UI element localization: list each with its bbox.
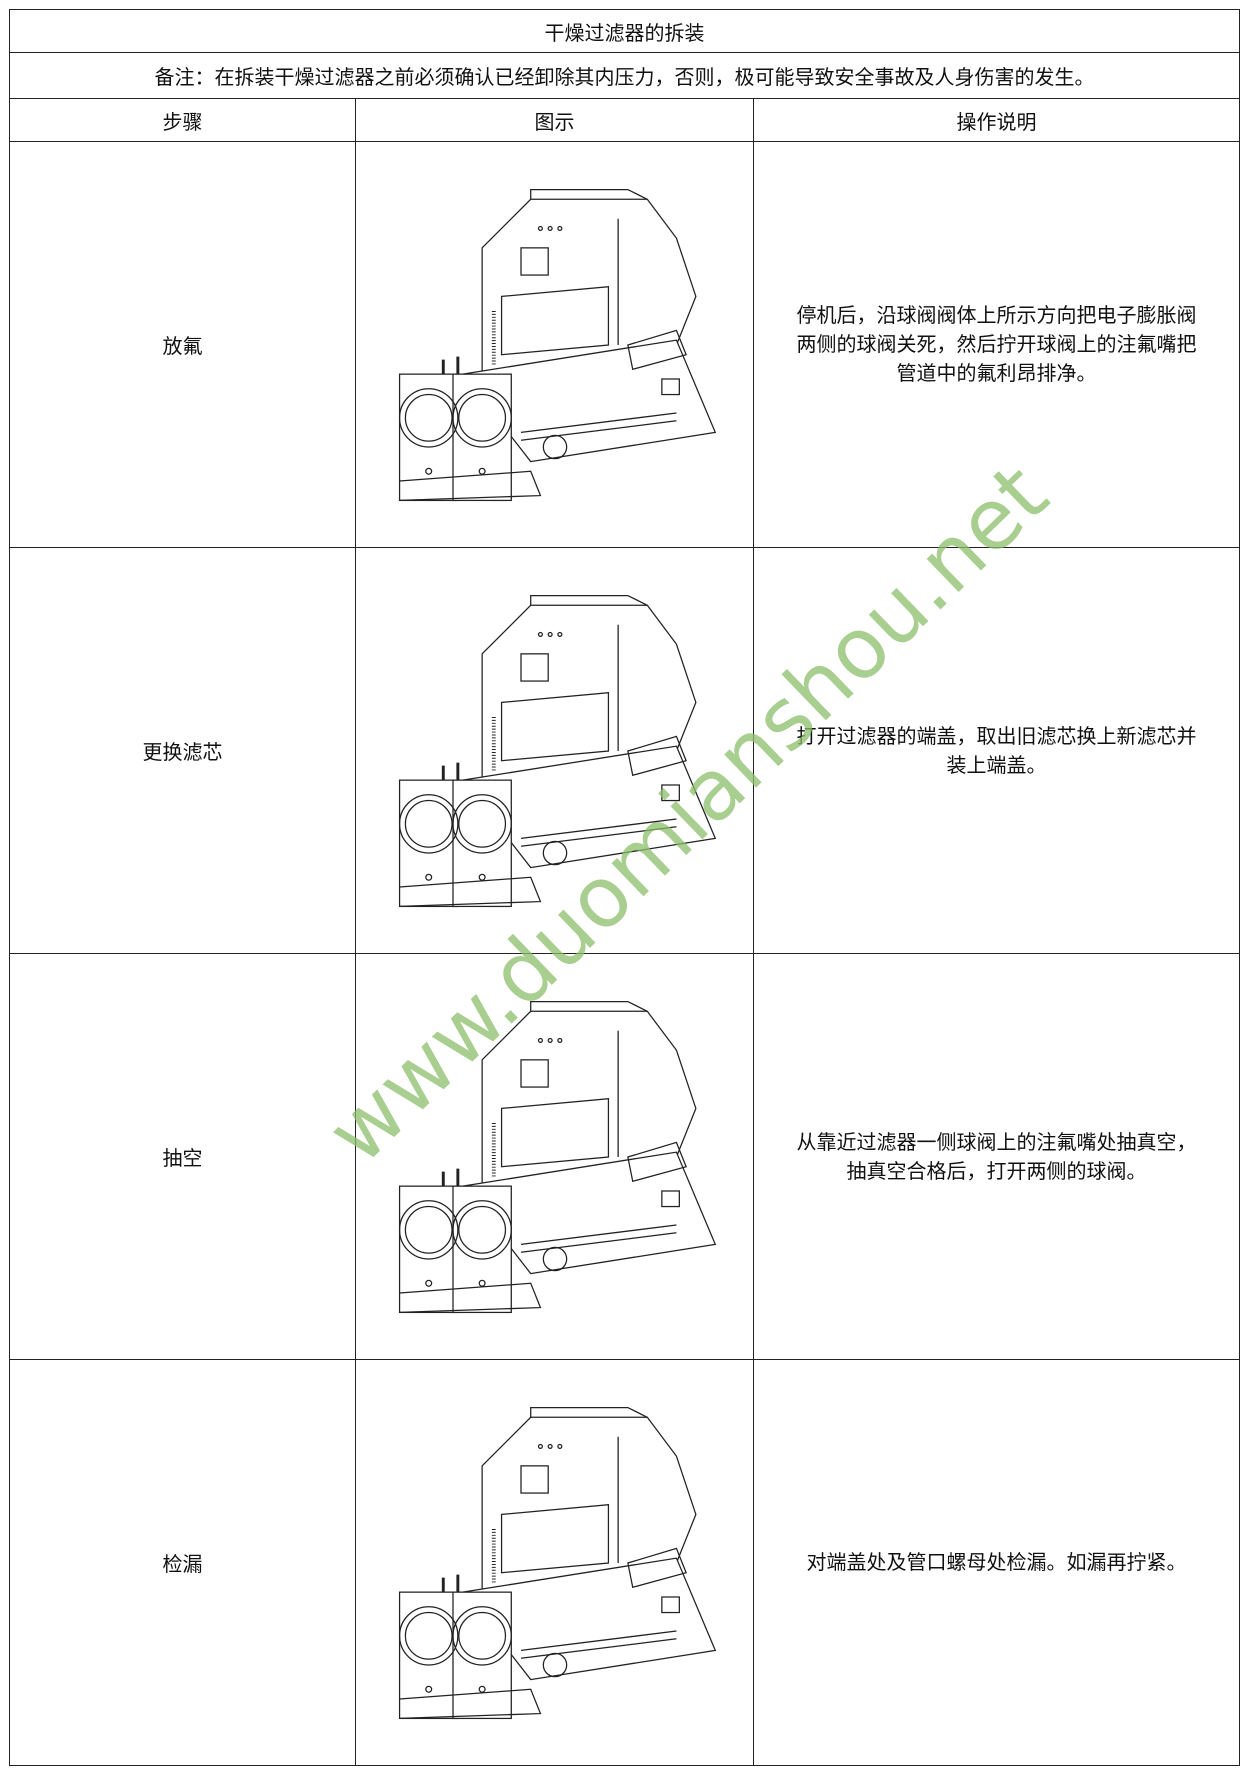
figure-cell xyxy=(355,953,754,1360)
step-cell: 更换滤芯 xyxy=(9,547,356,954)
description-cell: 对端盖处及管口螺母处检漏。如漏再拧紧。 xyxy=(752,1359,1241,1766)
header-cell: 步骤 xyxy=(9,98,356,142)
description: 停机后，沿球阀阀体上所示方向把电子膨胀阀两侧的球阀关死，然后拧开球阀上的注氟嘴把… xyxy=(796,303,1197,385)
step-cell: 放氟 xyxy=(9,141,356,548)
description: 从靠近过滤器一侧球阀上的注氟嘴处抽真空，抽真空合格后，打开两侧的球阀。 xyxy=(796,1129,1197,1183)
figure-cell xyxy=(355,141,754,548)
header-cell: 操作说明 xyxy=(752,98,1241,142)
note: 备注：在拆装干燥过滤器之前必须确认已经卸除其内压力，否则，极可能导致安全事故及人… xyxy=(8,52,1241,99)
machine-drawing xyxy=(397,999,717,1314)
machine-drawing xyxy=(397,593,717,908)
figure-cell xyxy=(355,547,754,954)
description-cell: 从靠近过滤器一侧球阀上的注氟嘴处抽真空，抽真空合格后，打开两侧的球阀。 xyxy=(752,953,1241,1360)
description-cell: 打开过滤器的端盖，取出旧滤芯换上新滤芯并装上端盖。 xyxy=(752,547,1241,954)
procedure-table: 干燥过滤器的拆装 备注：在拆装干燥过滤器之前必须确认已经卸除其内压力，否则，极可… xyxy=(8,9,1241,1766)
table-title: 干燥过滤器的拆装 xyxy=(8,9,1241,53)
step-cell: 检漏 xyxy=(9,1359,356,1766)
machine-drawing xyxy=(397,1405,717,1720)
figure-cell xyxy=(355,1359,754,1766)
header-cell: 图示 xyxy=(355,98,754,142)
description-cell: 停机后，沿球阀阀体上所示方向把电子膨胀阀两侧的球阀关死，然后拧开球阀上的注氟嘴把… xyxy=(752,141,1241,548)
step-cell: 抽空 xyxy=(9,953,356,1360)
description: 打开过滤器的端盖，取出旧滤芯换上新滤芯并装上端盖。 xyxy=(796,723,1197,777)
machine-drawing xyxy=(397,187,717,502)
description: 对端盖处及管口螺母处检漏。如漏再拧紧。 xyxy=(806,1550,1187,1574)
